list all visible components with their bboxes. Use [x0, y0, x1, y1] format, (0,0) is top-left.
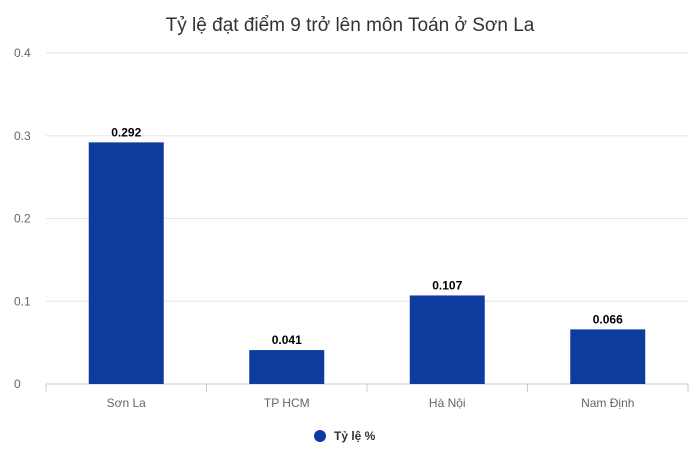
data-label: 0.292 [111, 125, 141, 139]
legend[interactable]: Tỷ lệ % [314, 429, 376, 443]
y-tick-label: 0.3 [14, 129, 31, 143]
data-label: 0.041 [272, 333, 302, 347]
y-tick-label: 0 [14, 377, 21, 391]
data-label: 0.066 [593, 312, 623, 326]
y-tick-label: 0.2 [14, 212, 31, 226]
data-label: 0.107 [432, 278, 462, 292]
y-axis-ticks: 0 0.1 0.2 0.3 0.4 [14, 46, 31, 391]
bar[interactable] [409, 295, 485, 384]
data-labels: 0.292 0.041 0.107 0.066 [111, 125, 623, 347]
x-tick-label: TP HCM [264, 396, 310, 410]
bars [88, 142, 646, 384]
bar[interactable] [88, 142, 164, 384]
bar[interactable] [570, 329, 646, 384]
x-axis-ticks: Sơn La TP HCM Hà Nội Nam Định [45, 384, 689, 410]
x-tick-label: Nam Định [581, 396, 634, 410]
legend-label[interactable]: Tỷ lệ % [334, 429, 376, 443]
y-tick-label: 0.4 [14, 46, 31, 60]
y-tick-label: 0.1 [14, 294, 31, 308]
x-tick-label: Sơn La [107, 396, 147, 410]
chart-title: Tỷ lệ đạt điểm 9 trở lên môn Toán ở Sơn … [166, 15, 535, 36]
bar[interactable] [249, 350, 325, 384]
legend-marker[interactable] [314, 430, 326, 442]
x-tick-label: Hà Nội [429, 396, 466, 410]
